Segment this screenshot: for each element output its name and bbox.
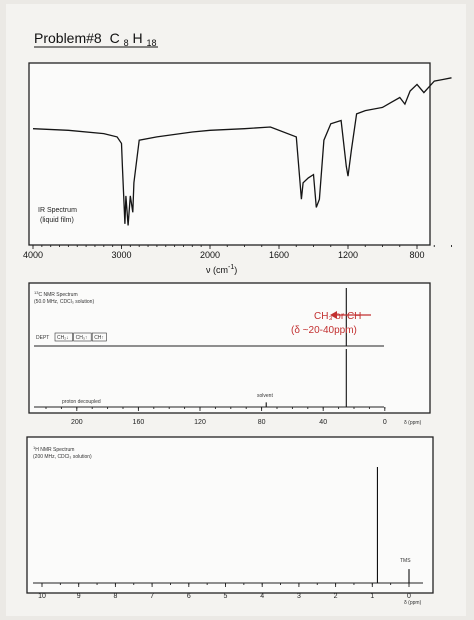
c13-tick-label: 0 bbox=[383, 419, 387, 426]
ir-tick-label: 2000 bbox=[200, 250, 220, 260]
ir-frame bbox=[28, 62, 431, 246]
h1-panel: 1H NMR Spectrum (200 MHz, CDCl₃ solution… bbox=[26, 436, 434, 606]
dept-box bbox=[73, 332, 92, 342]
c13-tick-label: 40 bbox=[319, 419, 327, 426]
c13-title-rest: C NMR Spectrum bbox=[38, 292, 77, 298]
annotation-ch3-ch: CH₃ or CH bbox=[314, 311, 361, 322]
ir-tick-label: 3000 bbox=[111, 250, 131, 260]
c13-tick-label: 80 bbox=[258, 419, 266, 426]
tms-label: TMS bbox=[400, 558, 411, 564]
h1-tick-label: 3 bbox=[297, 593, 301, 600]
c13-title: 13C NMR Spectrum bbox=[34, 290, 78, 298]
h1-tick-label: 5 bbox=[224, 593, 228, 600]
annotation-arrow bbox=[330, 311, 371, 319]
dept-box-label: CH₂↓ bbox=[57, 335, 69, 341]
h1-tick-label: 2 bbox=[334, 593, 338, 600]
h1-peaks bbox=[376, 467, 410, 583]
h1-frame bbox=[26, 436, 434, 594]
arrow-head-icon bbox=[330, 311, 337, 319]
problem-title: Problem#8 C 8 H 18 bbox=[34, 30, 158, 49]
c13-x-axis: 200 160 120 80 40 0 bbox=[45, 407, 387, 426]
h1-tick-label: 4 bbox=[260, 593, 264, 600]
dept-label: DEPT bbox=[36, 335, 49, 341]
h1-freq: (200 MHz, CDCl₃ solution) bbox=[33, 454, 92, 460]
ir-xlabel-main: ν (cm bbox=[206, 265, 228, 275]
ir-x-axis-label: ν (cm-1) bbox=[206, 264, 237, 275]
ir-tick-label: 800 bbox=[409, 250, 424, 260]
svg-text:Problem#8 C 8: Problem#8 C 8 H 18 bbox=[34, 30, 157, 49]
ir-sample-label: (liquid film) bbox=[40, 217, 74, 224]
dept-box-label: CH↑ bbox=[94, 335, 104, 341]
c13-panel: 13C NMR Spectrum (50.0 MHz, CDCl₃ soluti… bbox=[28, 282, 431, 426]
problem-label: Problem#8 bbox=[34, 30, 102, 46]
h1-tick-label: 0 bbox=[407, 593, 411, 600]
c13-tick-label: 120 bbox=[194, 419, 206, 426]
h1-title-rest: H NMR Spectrum bbox=[35, 447, 74, 453]
ir-xlabel-exp: -1 bbox=[228, 264, 234, 271]
c13-frame bbox=[28, 282, 431, 414]
ir-x-axis: 4000 3000 2000 1600 1200 800 bbox=[23, 245, 452, 260]
h1-title-sup: 1 bbox=[33, 445, 36, 450]
h1-title: 1H NMR Spectrum bbox=[33, 445, 74, 453]
h1-x-axis: 10 9 8 7 6 5 4 3 2 1 0 bbox=[38, 583, 411, 600]
ir-xlabel-close: ) bbox=[234, 265, 237, 275]
formula-c: C bbox=[110, 30, 120, 46]
c13-title-sup: 13 bbox=[34, 290, 39, 295]
formula-h: H bbox=[133, 30, 143, 46]
h1-tick-label: 6 bbox=[187, 593, 191, 600]
annotation-shift-range: (δ ~20-40ppm) bbox=[291, 325, 357, 336]
ir-label: IR Spectrum bbox=[38, 207, 77, 214]
c13-tick-label: 160 bbox=[133, 419, 145, 426]
c13-tick-label: 200 bbox=[71, 419, 83, 426]
decoupled-label: proton decoupled bbox=[62, 399, 101, 405]
h1-tick-label: 1 bbox=[370, 593, 374, 600]
h1-tick-label: 10 bbox=[38, 593, 46, 600]
dept-legend: CH₂↓ CH₃↑ CH↑ bbox=[54, 332, 107, 342]
c13-freq: (50.0 MHz, CDCl₃ solution) bbox=[34, 299, 94, 305]
ir-tick-label: 1600 bbox=[269, 250, 289, 260]
h1-tick-label: 7 bbox=[150, 593, 154, 600]
ir-spectrum-trace bbox=[32, 77, 452, 226]
h1-tick-label: 8 bbox=[113, 593, 117, 600]
dept-box-label: CH₃↑ bbox=[76, 335, 88, 341]
h1-tick-label: 9 bbox=[77, 593, 81, 600]
c13-x-unit: δ (ppm) bbox=[404, 420, 422, 426]
ir-tick-label: 4000 bbox=[23, 250, 43, 260]
formula-sub-h: 18 bbox=[147, 38, 157, 48]
solvent-label: solvent bbox=[257, 393, 273, 399]
h1-x-unit: δ (ppm) bbox=[404, 600, 422, 606]
dept-box bbox=[54, 332, 73, 342]
c13-peaks bbox=[265, 288, 347, 407]
ir-panel: 4000 3000 2000 1600 1200 800 IR Spectrum (liq… bbox=[23, 62, 452, 275]
formula-sub-c: 8 bbox=[124, 38, 129, 48]
dept-box bbox=[91, 332, 107, 342]
ir-tick-label: 1200 bbox=[338, 250, 358, 260]
